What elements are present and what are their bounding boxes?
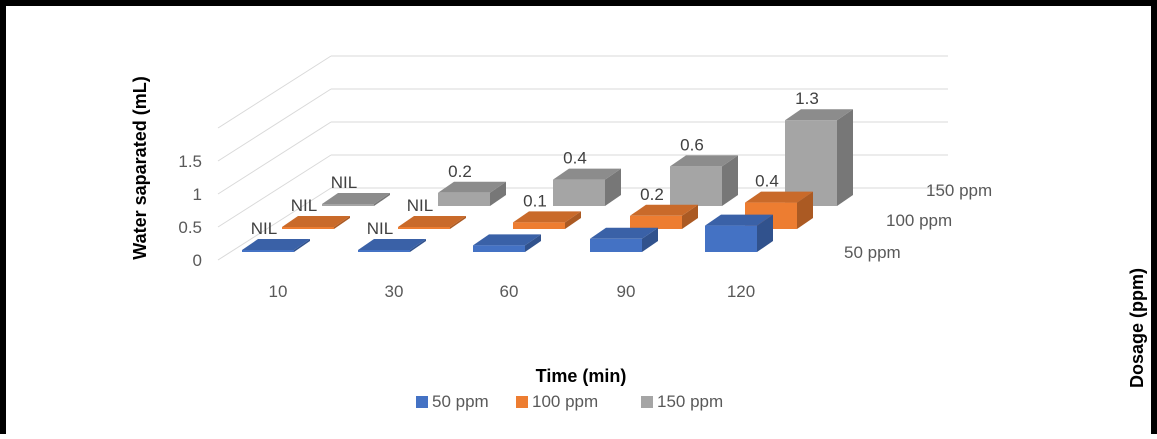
series-100ppm-bar-90 (630, 204, 698, 229)
data-label: 0.1 (523, 191, 547, 210)
svg-text:150 ppm: 150 ppm (657, 392, 723, 411)
series-100ppm-bar-60 (513, 211, 581, 229)
legend: 50 ppm 100 ppm 150 ppm (416, 392, 723, 411)
series-150ppm-bar-120 (785, 109, 853, 206)
x-tick-labels: 10 30 60 90 120 (269, 282, 756, 301)
gridline-diagonal (217, 154, 332, 228)
series-50ppm-bar-90 (590, 227, 658, 252)
data-label: 0.4 (563, 149, 587, 168)
data-label: 0.2 (448, 162, 472, 181)
data-label: NIL (407, 196, 433, 215)
data-label: 0.4 (755, 172, 779, 191)
x-tick-label: 90 (617, 282, 636, 301)
gridline-diagonal (217, 121, 332, 195)
series-150ppm-bar-60 (553, 168, 621, 206)
series-150ppm-bar-90 (670, 155, 738, 206)
series-50ppm-bar-10 (242, 239, 310, 252)
data-labels: NIL 0.2 0.4 0.6 1.3 NIL NIL 0.1 0.2 0.4 NIL NIL (251, 89, 819, 238)
z-tick-labels: 50 ppm 100 ppm 150 ppm (844, 181, 992, 262)
series-100ppm-bar-30 (398, 216, 466, 229)
gridline-diagonal (217, 187, 332, 261)
gridline-diagonal (217, 88, 332, 162)
legend-item: 100 ppm (516, 392, 598, 411)
x-tick-label: 120 (727, 282, 755, 301)
x-tick-label: 10 (269, 282, 288, 301)
series-50ppm-bar-120 (705, 214, 773, 252)
svg-text:50 ppm: 50 ppm (432, 392, 489, 411)
bars (242, 109, 853, 252)
z-tick-label: 150 ppm (926, 181, 992, 200)
data-label: 0.2 (640, 185, 664, 204)
legend-item: 150 ppm (641, 392, 723, 411)
y-axis-title: Water saparated (mL) (130, 76, 150, 259)
z-tick-label: 100 ppm (886, 211, 952, 230)
x-tick-label: 60 (500, 282, 519, 301)
data-label: 0.6 (680, 135, 704, 154)
data-label: NIL (331, 173, 357, 192)
data-label: NIL (251, 219, 277, 238)
y-tick-label: 1 (193, 185, 202, 204)
z-tick-label: 50 ppm (844, 243, 901, 262)
data-label: NIL (367, 219, 393, 238)
y-tick-label: 1.5 (178, 152, 202, 171)
y-tick-label: 0.5 (178, 218, 202, 237)
legend-item: 50 ppm (416, 392, 489, 411)
series-150ppm-bar-10 (322, 193, 390, 206)
series-50ppm-bar-30 (358, 239, 426, 252)
series-50ppm-bar-60 (473, 234, 541, 252)
x-axis-title: Time (min) (536, 366, 627, 386)
data-label: NIL (291, 196, 317, 215)
x-tick-label: 30 (385, 282, 404, 301)
gridline-diagonal (217, 55, 332, 129)
z-axis-title: Dosage (ppm) (1127, 268, 1147, 388)
y-tick-labels: 0 0.5 1 1.5 (178, 152, 202, 270)
series-150ppm-bar-30 (438, 181, 506, 206)
svg-text:100 ppm: 100 ppm (532, 392, 598, 411)
series-100ppm-bar-10 (282, 216, 350, 229)
data-label: 1.3 (795, 89, 819, 108)
y-tick-label: 0 (193, 251, 202, 270)
